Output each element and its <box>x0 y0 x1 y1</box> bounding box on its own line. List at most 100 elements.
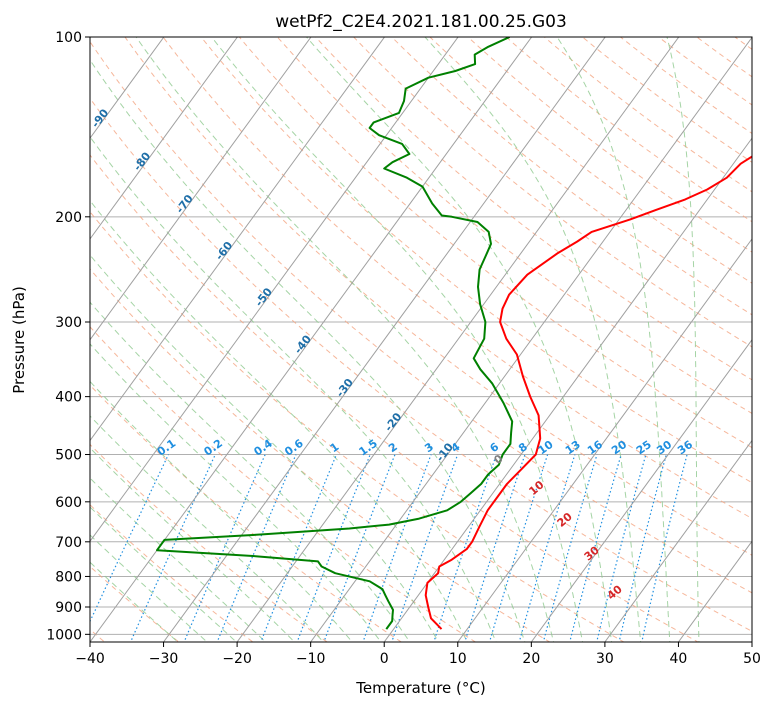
dry-adiabat <box>90 268 551 642</box>
moist-adiabat-label: 30 <box>582 543 602 563</box>
x-tick-label: 10 <box>449 651 467 667</box>
isotherm-line <box>236 37 680 642</box>
isotherm-line <box>90 37 386 442</box>
y-tick-label: 800 <box>55 569 82 585</box>
dry-adiabat <box>124 37 752 556</box>
dry-adiabat <box>619 37 752 135</box>
moist-adiabat <box>90 534 208 642</box>
dry-adiabat <box>276 37 752 414</box>
isotherm-line <box>162 37 606 642</box>
dry-adiabat <box>429 37 752 284</box>
mixing-ratio-line <box>618 454 667 642</box>
x-tick-label: 20 <box>522 651 540 667</box>
y-tick-label: 600 <box>55 495 82 511</box>
mixing-ratio-line <box>362 454 432 642</box>
y-tick-label: 300 <box>55 315 82 331</box>
mixing-ratio-line <box>260 454 338 642</box>
moist-adiabat <box>90 301 411 642</box>
mixing-ratio-line <box>569 454 622 642</box>
isotherm-line <box>90 37 312 341</box>
isotherm-label: -80 <box>131 149 154 173</box>
dry-adiabat <box>734 37 752 50</box>
mixing-ratio-line <box>596 454 647 642</box>
mixing-ratio-label: 0.1 <box>155 437 178 459</box>
y-tick-label: 100 <box>55 30 82 46</box>
mixing-ratio-line <box>323 454 396 642</box>
dry-adiabat <box>200 37 752 484</box>
mixing-ratio-label: 1.5 <box>356 437 379 459</box>
sounding-series <box>156 37 752 630</box>
isopleth-labels: 0.1 0.2 0.4 0.6 1 1.5 2 3 4 6 8 10 13 16 20 25 30 36-100-… <box>43 63 695 602</box>
mixing-ratio-label: 2 <box>386 440 400 455</box>
isotherm-line <box>604 439 752 642</box>
isotherm-line <box>310 37 752 642</box>
moist-adiabat <box>424 37 642 642</box>
dry-adiabat <box>543 37 752 193</box>
x-axis-title: Temperature (°C) <box>355 679 485 697</box>
mixing-ratio-line <box>464 454 526 642</box>
y-tick-label: 200 <box>55 210 82 226</box>
moist-adiabat <box>90 415 325 642</box>
x-tick-label: −10 <box>296 651 326 667</box>
moist-adiabat-label: 20 <box>555 510 575 530</box>
isotherm-label: -70 <box>173 192 196 216</box>
dry-adiabat <box>505 37 752 223</box>
x-tick-label: 40 <box>670 651 688 667</box>
x-tick-label: 0 <box>380 651 389 667</box>
mixing-ratio-line <box>488 454 549 642</box>
mixing-ratio-label: 8 <box>516 440 530 455</box>
dry-adiabat <box>90 326 477 642</box>
dry-adiabats <box>90 24 775 647</box>
mixing-ratio-line <box>90 454 170 623</box>
x-tick-label: 30 <box>596 651 614 667</box>
dry-adiabat <box>90 40 752 594</box>
x-axis: −40 −30 −20 −10 0 10 20 30 40 50 <box>75 642 761 667</box>
moist-adiabat <box>90 59 526 642</box>
dry-adiabat <box>467 37 752 253</box>
dry-adiabat <box>754 24 775 647</box>
y-tick-label: 500 <box>55 448 82 464</box>
moist-adiabat <box>90 477 267 642</box>
y-tick-label: 900 <box>55 600 82 616</box>
dry-adiabat <box>581 37 752 163</box>
isotherm-line <box>90 37 165 140</box>
moist-adiabat <box>211 37 584 642</box>
moist-adiabat <box>556 37 671 642</box>
moist-adiabats <box>90 37 700 642</box>
isotherm-label: -50 <box>253 285 276 309</box>
dry-adiabat <box>391 37 752 316</box>
isotherm-label: -40 <box>292 332 315 356</box>
mixing-ratio-line <box>518 454 576 642</box>
isotherm-label: -100 <box>43 63 70 93</box>
isotherm-line <box>90 37 239 240</box>
dry-adiabat <box>90 504 254 642</box>
dry-adiabat <box>90 443 328 642</box>
x-tick-label: 50 <box>743 651 761 667</box>
mixing-ratio-line <box>183 454 266 642</box>
isotherm-line <box>383 137 752 642</box>
moist-adiabat <box>666 37 700 642</box>
isotherms <box>90 37 752 642</box>
temperature-profile <box>424 155 752 630</box>
dewpoint-profile <box>156 37 514 630</box>
isotherm-line <box>90 37 459 543</box>
isotherm-line <box>530 338 752 642</box>
dry-adiabat <box>352 37 752 348</box>
dry-adiabat <box>657 37 752 106</box>
dry-adiabat <box>90 97 752 632</box>
moist-adiabat <box>90 136 497 642</box>
moist-adiabat <box>306 37 613 642</box>
isotherm-line <box>457 238 752 642</box>
dry-adiabat <box>90 211 625 642</box>
mixing-ratio-label: 0.6 <box>282 437 306 459</box>
mixing-ratio-label: 6 <box>488 440 502 455</box>
mixing-ratio-label: 0.4 <box>251 437 275 459</box>
moist-adiabat <box>90 199 468 642</box>
isotherm-label: -90 <box>89 106 112 130</box>
x-tick-label: −20 <box>222 651 252 667</box>
x-tick-label: −40 <box>75 651 105 667</box>
moist-adiabat <box>90 343 382 642</box>
moist-adiabat <box>90 447 296 642</box>
isotherm-label: -60 <box>213 239 236 263</box>
chart-title: wetPf2_C2E4.2021.181.00.25.G03 <box>275 12 567 32</box>
